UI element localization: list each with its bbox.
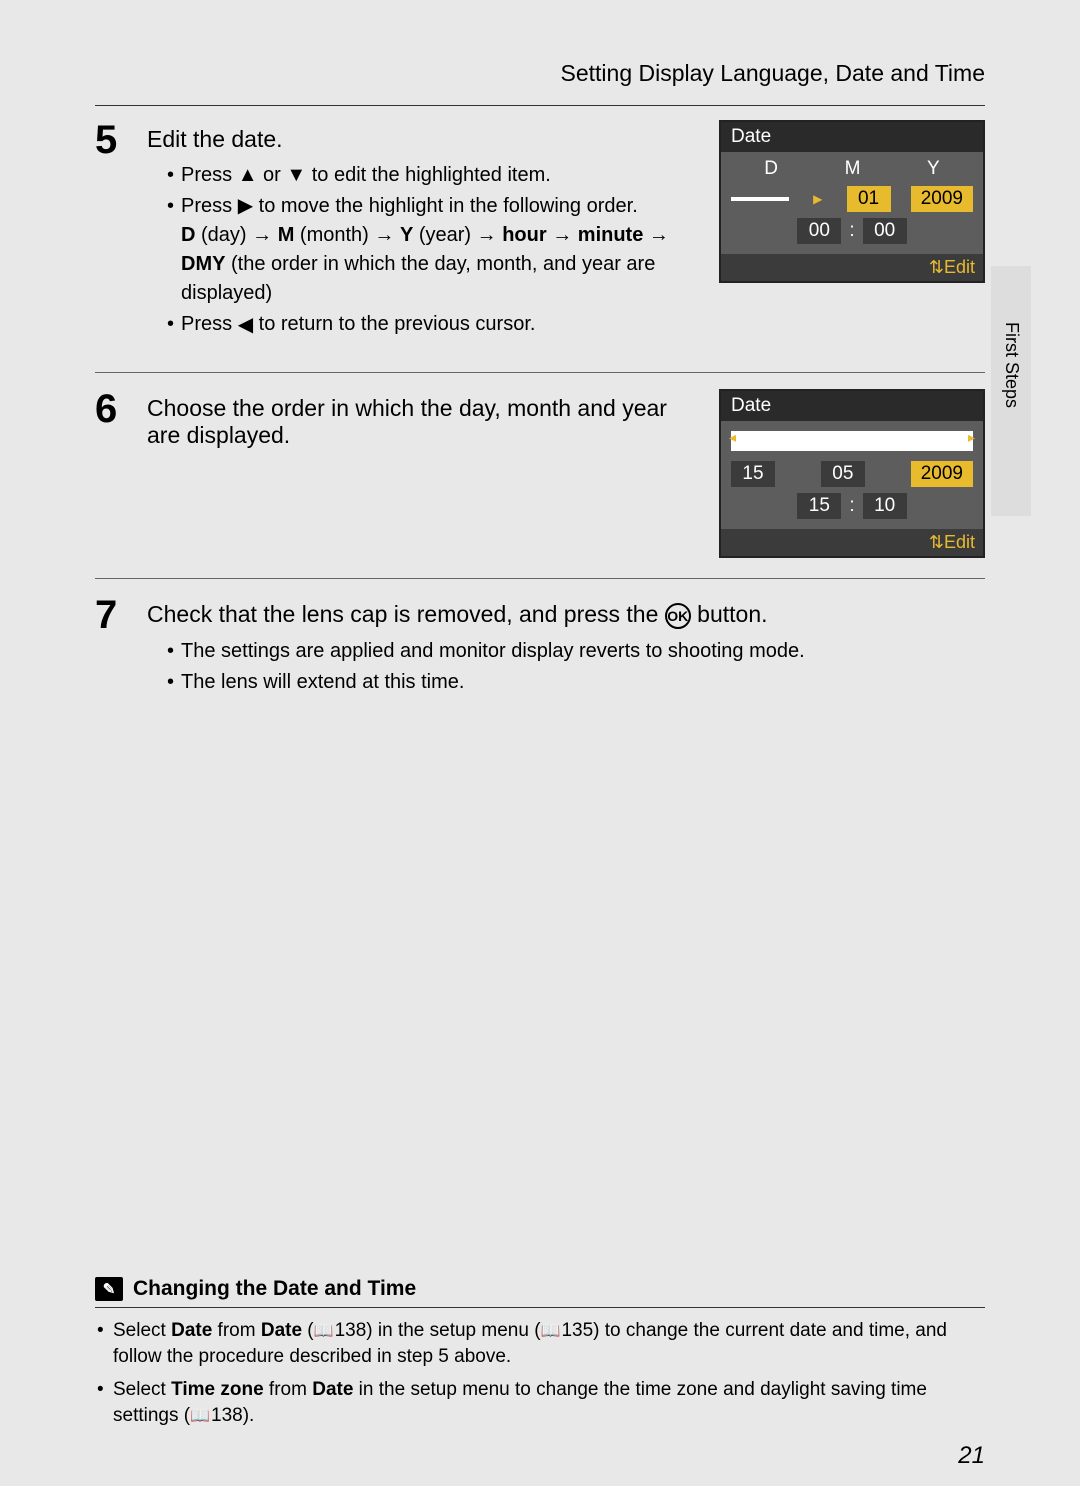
text: Press <box>181 164 238 186</box>
step-5: 5 Edit the date. Press ▲ or ▼ to edit th… <box>95 120 985 352</box>
step-title: Choose the order in which the day, month… <box>147 395 699 449</box>
text: Select <box>113 1320 171 1341</box>
colon: : <box>849 495 854 517</box>
ok-button-icon: OK <box>665 603 691 629</box>
step-number: 5 <box>95 120 147 160</box>
text: from <box>212 1320 261 1341</box>
lcd-year: 2009 <box>911 186 973 212</box>
arrow-icon: → <box>649 221 669 250</box>
note-title: Changing the Date and Time <box>133 1277 416 1301</box>
up-icon: ▲ <box>238 161 258 190</box>
lcd-d: D <box>764 158 778 180</box>
right-icon: ▶ <box>238 192 253 221</box>
step-title: Edit the date. <box>147 126 699 153</box>
xref-page: 135 <box>561 1320 593 1341</box>
updown-icon: ⇅ <box>929 257 944 277</box>
lcd-day <box>731 197 789 201</box>
step-bullets: Press ▲ or ▼ to edit the highlighted ite… <box>147 161 699 340</box>
step-bullets: The settings are applied and monitor dis… <box>147 637 985 697</box>
note-box: ✎ Changing the Date and Time Select Date… <box>95 1277 985 1436</box>
text: ) in the setup menu ( <box>366 1320 540 1341</box>
text: to return to the previous cursor. <box>253 313 535 335</box>
lcd-order-bar <box>731 431 973 451</box>
lcd-y: Y <box>927 158 940 180</box>
lcd-date-2: Date 15 05 2009 15 : 10 ⇅Edit <box>719 389 985 558</box>
page-number: 21 <box>958 1442 985 1470</box>
text: minute <box>578 224 644 246</box>
text: (year) <box>413 224 476 246</box>
lcd-month: 05 <box>821 461 865 487</box>
text: ( <box>302 1320 314 1341</box>
lcd-date-1: Date D M Y ▶ 01 2009 00 : <box>719 120 985 283</box>
edit-label: Edit <box>944 257 975 277</box>
text: The settings are applied and monitor dis… <box>167 637 985 666</box>
text: ). <box>243 1405 255 1426</box>
text: from <box>264 1379 313 1400</box>
page-header: Setting Display Language, Date and Time <box>95 60 985 87</box>
right-icon: ▶ <box>813 192 822 206</box>
arrow-icon: → <box>477 221 497 250</box>
text: Date <box>261 1320 302 1341</box>
arrow-icon: → <box>374 221 394 250</box>
xref-icon <box>314 1318 335 1345</box>
lcd-hour: 00 <box>797 218 841 244</box>
step-6: 6 Choose the order in which the day, mon… <box>95 389 985 558</box>
lcd-hour: 15 <box>797 493 841 519</box>
side-tab-label: First Steps <box>1001 322 1022 408</box>
step-title: Check that the lens cap is removed, and … <box>147 601 985 629</box>
lcd-day: 15 <box>731 461 775 487</box>
updown-icon: ⇅ <box>929 532 944 552</box>
text: hour <box>502 224 546 246</box>
lcd-title: Date <box>721 122 983 152</box>
arrow-icon: → <box>552 221 572 250</box>
lcd-minute: 10 <box>863 493 907 519</box>
text: The lens will extend at this time. <box>167 668 985 697</box>
xref-icon <box>541 1318 562 1345</box>
manual-page: Setting Display Language, Date and Time … <box>0 0 1080 1486</box>
note-bullets: Select Date from Date (138) in the setup… <box>95 1318 985 1430</box>
lcd-footer: ⇅Edit <box>721 254 983 281</box>
lcd-year: 2009 <box>911 461 973 487</box>
lcd-footer: ⇅Edit <box>721 529 983 556</box>
xref-page: 138 <box>211 1405 243 1426</box>
text: Date <box>312 1379 353 1400</box>
text: Select <box>113 1379 171 1400</box>
divider <box>95 1307 985 1308</box>
divider <box>95 372 985 373</box>
text: Y <box>400 224 413 246</box>
lcd-title: Date <box>721 391 983 421</box>
text: to move the highlight in the following o… <box>253 195 638 217</box>
text: (day) <box>195 224 252 246</box>
pencil-icon: ✎ <box>95 1277 123 1301</box>
text: or <box>257 164 286 186</box>
colon: : <box>849 220 854 242</box>
step-number: 7 <box>95 595 147 635</box>
divider <box>95 105 985 106</box>
text: M <box>278 224 295 246</box>
text: DMY <box>181 253 225 275</box>
note-heading: ✎ Changing the Date and Time <box>95 1277 985 1301</box>
left-icon: ◀ <box>238 311 253 340</box>
text: Check that the lens cap is removed, and … <box>147 601 665 627</box>
xref-icon <box>190 1403 211 1430</box>
arrow-icon: → <box>252 221 272 250</box>
xref-page: 138 <box>335 1320 367 1341</box>
text: (the order in which the day, month, and … <box>181 253 655 304</box>
lcd-minute: 00 <box>863 218 907 244</box>
lcd-m: M <box>845 158 861 180</box>
step-7: 7 Check that the lens cap is removed, an… <box>95 595 985 699</box>
text: D <box>181 224 195 246</box>
text: to edit the highlighted item. <box>306 164 551 186</box>
text: (month) <box>294 224 374 246</box>
step-number: 6 <box>95 389 147 429</box>
down-icon: ▼ <box>286 161 306 190</box>
text: Time zone <box>171 1379 264 1400</box>
divider <box>95 578 985 579</box>
text: Date <box>171 1320 212 1341</box>
text: button. <box>691 601 768 627</box>
lcd-month: 01 <box>847 186 891 212</box>
text: Press <box>181 313 238 335</box>
text: Press <box>181 195 238 217</box>
edit-label: Edit <box>944 532 975 552</box>
